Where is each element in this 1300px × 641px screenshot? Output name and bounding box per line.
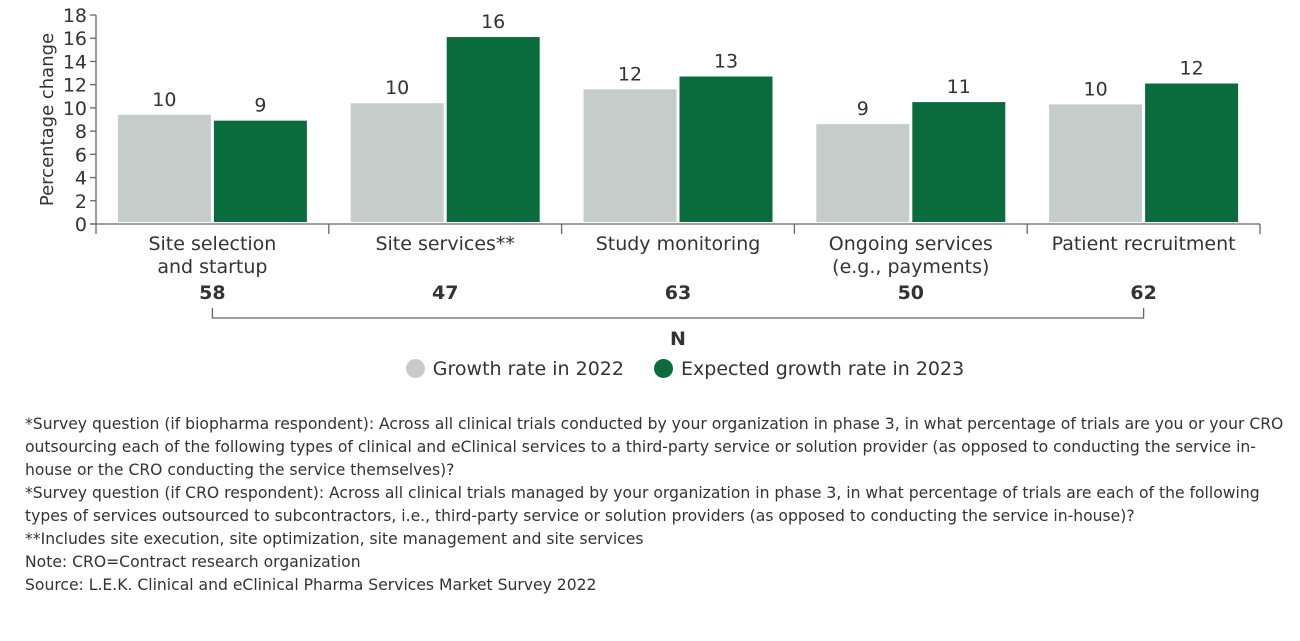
footnote-biopharma: *Survey question (if biopharma responden… (25, 415, 1284, 479)
bar-2022 (1049, 104, 1143, 222)
footnote-cro: *Survey question (if CRO respondent): Ac… (25, 484, 1260, 525)
bar-2023 (912, 102, 1006, 222)
y-tick-label: 12 (63, 75, 87, 97)
y-tick-label: 8 (75, 121, 87, 143)
bar-data-label: 10 (1084, 78, 1108, 100)
y-tick-label: 18 (63, 5, 87, 27)
bar-2022 (350, 103, 444, 222)
bar-data-label: 10 (385, 77, 409, 99)
y-tick-label: 6 (75, 144, 87, 166)
n-value: 50 (898, 282, 924, 304)
n-label: N (670, 328, 686, 350)
bar-data-label: 9 (857, 98, 869, 120)
bar-2023 (446, 37, 540, 222)
x-category-label: Ongoing services (829, 233, 993, 255)
x-category-label: Site selection (148, 233, 276, 255)
y-tick-label: 16 (63, 28, 87, 50)
legend-swatch-2023 (654, 359, 674, 378)
x-category-label: Patient recruitment (1052, 233, 1236, 255)
x-category-label: (e.g., payments) (832, 256, 989, 278)
y-tick-label: 0 (75, 214, 87, 236)
legend-item-2023: Expected growth rate in 2023 (654, 358, 964, 380)
x-category-label: and startup (157, 256, 267, 278)
bar-2022 (117, 114, 211, 222)
n-value: 63 (665, 282, 691, 304)
n-value: 62 (1130, 282, 1156, 304)
footnote-source: Source: L.E.K. Clinical and eClinical Ph… (25, 576, 597, 594)
bar-2023 (1145, 83, 1239, 222)
legend-label-2023: Expected growth rate in 2023 (681, 358, 965, 380)
footnote-site-services: **Includes site execution, site optimiza… (25, 530, 644, 548)
bar-data-label: 10 (152, 89, 176, 111)
bar-data-label: 9 (254, 95, 266, 117)
x-category-label: Site services** (375, 233, 514, 255)
legend: Growth rate in 2022 Expected growth rate… (0, 358, 1300, 380)
legend-item-2022: Growth rate in 2022 (405, 358, 624, 380)
y-tick-label: 4 (75, 168, 87, 190)
legend-swatch-2022 (405, 359, 425, 378)
y-tick-label: 14 (63, 51, 87, 73)
footnotes: *Survey question (if biopharma responden… (25, 413, 1285, 597)
bar-data-label: 11 (947, 76, 971, 98)
n-value: 47 (432, 282, 458, 304)
y-tick-label: 2 (75, 191, 87, 213)
n-value: 58 (199, 282, 225, 304)
bar-data-label: 12 (618, 63, 642, 85)
y-tick-label: 10 (63, 98, 87, 120)
footnote-note: Note: CRO=Contract research organization (25, 553, 361, 571)
bar-2022 (816, 124, 910, 222)
bar-data-label: 16 (481, 11, 505, 33)
bar-data-label: 12 (1180, 58, 1204, 80)
legend-label-2022: Growth rate in 2022 (432, 358, 624, 380)
y-axis-title: Percentage change (37, 33, 58, 206)
x-category-label: Study monitoring (596, 233, 761, 255)
bar-2023 (213, 120, 307, 222)
n-bracket (211, 308, 1145, 319)
bar-2023 (679, 76, 773, 223)
bar-2022 (583, 89, 677, 222)
bar-data-label: 13 (714, 51, 738, 73)
